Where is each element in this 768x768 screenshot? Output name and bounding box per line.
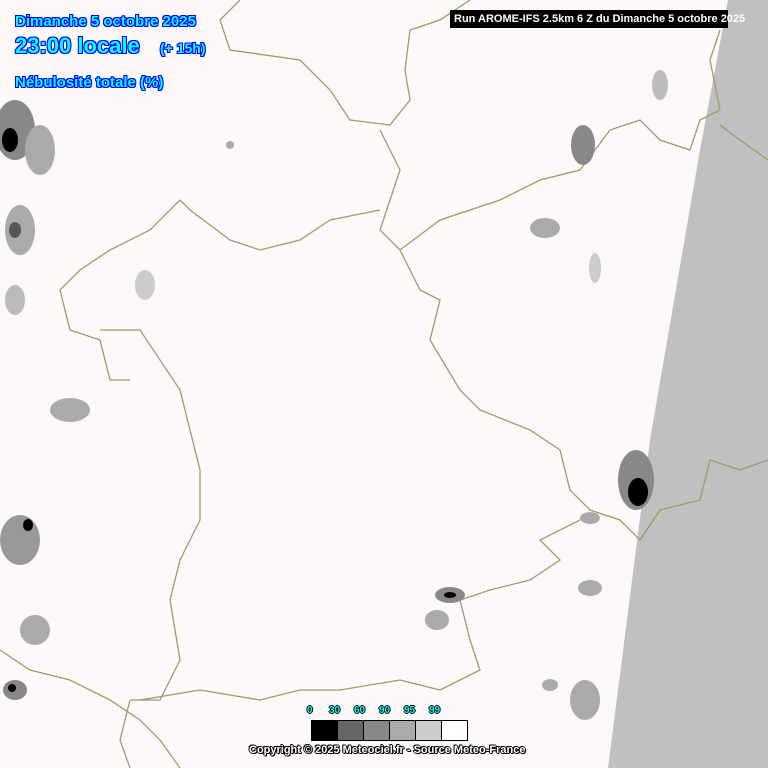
copyright: Copyright © 2025 Meteociel.fr - Source M… <box>249 744 526 756</box>
legend-tick: 90 <box>379 705 391 716</box>
parameter-label: Nébulosité totale (%) <box>15 74 164 91</box>
cloud-patches <box>0 70 668 720</box>
legend-swatch <box>312 721 338 740</box>
legend-swatch <box>390 721 416 740</box>
legend-swatch <box>416 721 442 740</box>
legend-tick: 0 <box>307 705 313 716</box>
forecast-offset: (+ 15h) <box>160 40 206 56</box>
forecast-time: 23:00 locale <box>15 33 140 58</box>
legend-tick: 95 <box>404 705 416 716</box>
color-legend <box>311 720 468 741</box>
run-banner: Run AROME-IFS 2.5km 6 Z du Dimanche 5 oc… <box>450 10 745 28</box>
legend-ticks: 0 30 60 90 95 99 <box>300 705 480 719</box>
legend-swatch <box>442 721 467 740</box>
legend-tick: 30 <box>329 705 341 716</box>
legend-swatch <box>338 721 364 740</box>
legend-swatch <box>364 721 390 740</box>
no-data-area <box>608 0 768 768</box>
forecast-date: Dimanche 5 octobre 2025 <box>15 13 196 30</box>
legend-tick: 60 <box>354 705 366 716</box>
legend-tick: 99 <box>429 705 441 716</box>
